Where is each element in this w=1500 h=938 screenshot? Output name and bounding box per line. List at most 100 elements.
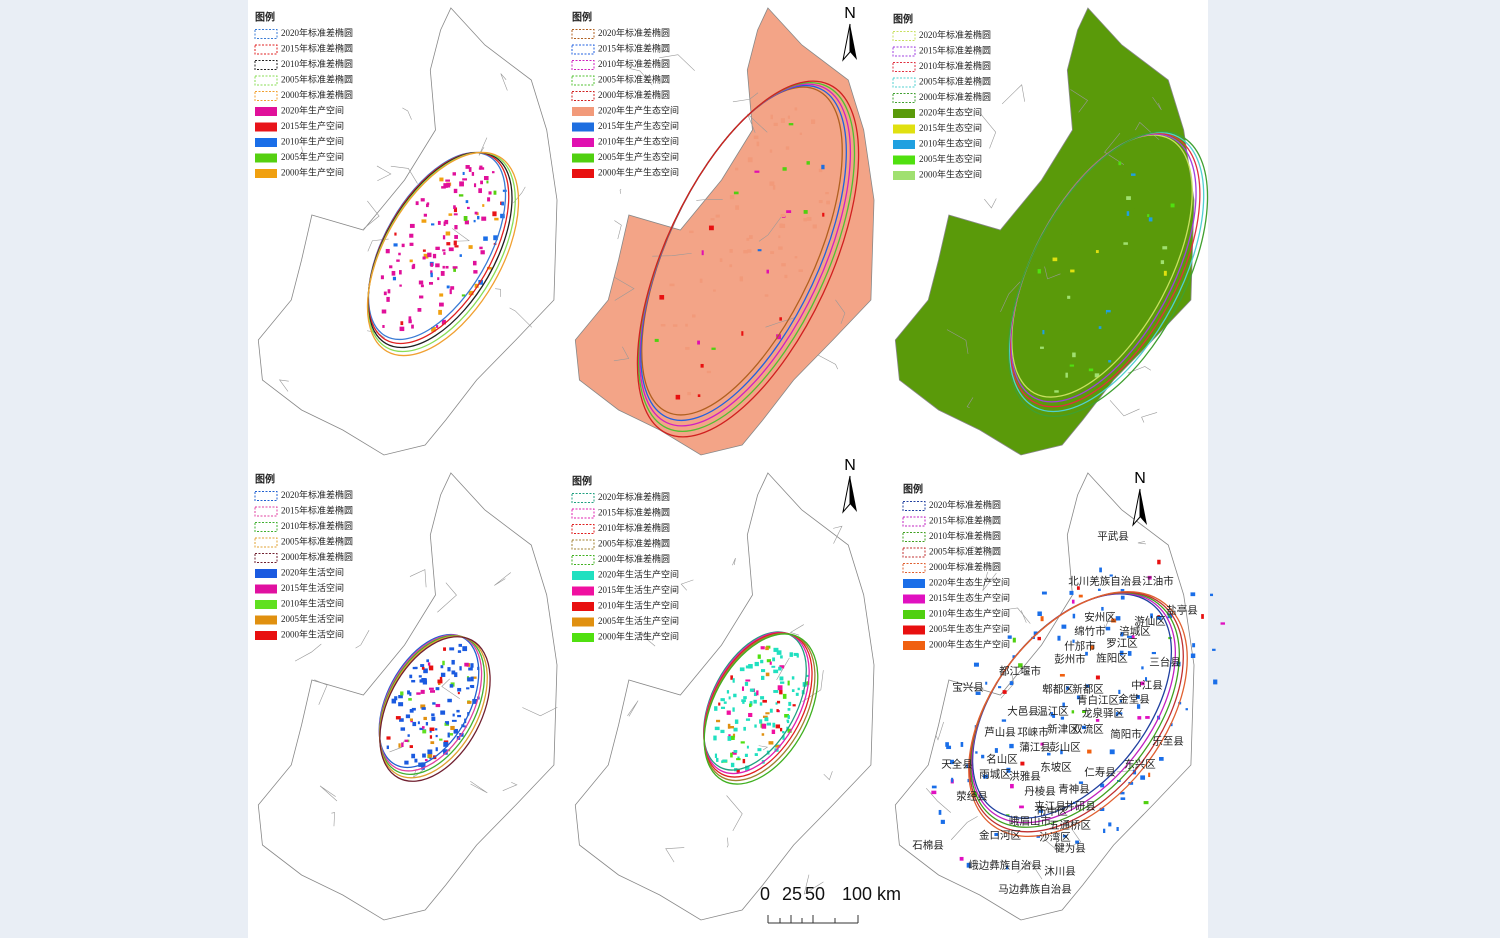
legend-label: 2020年生态空间 <box>919 107 982 118</box>
space-patch <box>1147 214 1150 218</box>
space-patch <box>1094 373 1100 378</box>
space-patch <box>428 281 434 285</box>
space-patch <box>1071 599 1075 604</box>
space-patch <box>386 736 391 740</box>
space-patch <box>1119 650 1124 656</box>
place-label: 青神县 <box>1058 782 1090 795</box>
space-patch <box>951 777 954 783</box>
district-border <box>1067 823 1082 846</box>
space-patch <box>753 699 757 704</box>
legend-swatch <box>255 138 277 147</box>
legend-title: 图例 <box>903 482 923 495</box>
space-patch <box>409 709 414 713</box>
space-patch <box>720 698 725 702</box>
legend-swatch <box>254 553 278 563</box>
space-patch <box>435 734 438 738</box>
space-patch <box>799 132 803 135</box>
space-patch <box>732 733 736 738</box>
space-patch <box>426 659 430 663</box>
space-patch <box>1086 232 1091 237</box>
space-patch <box>745 679 751 682</box>
space-patch <box>393 243 398 247</box>
district-border <box>451 228 470 242</box>
space-patch <box>692 314 696 318</box>
space-patch <box>419 679 424 683</box>
space-patch <box>423 668 428 674</box>
legend-swatch <box>892 77 916 88</box>
space-patch <box>1160 260 1165 265</box>
space-patch <box>464 220 469 225</box>
district-border <box>680 579 694 591</box>
place-label: 简阳市 <box>1110 727 1142 740</box>
scale-label: 50 <box>805 884 825 904</box>
space-patch <box>399 326 405 332</box>
space-patch <box>483 176 489 181</box>
space-patch <box>1049 335 1053 340</box>
district-border <box>613 346 630 362</box>
district-border <box>776 657 790 681</box>
space-patch <box>779 727 783 732</box>
space-patch <box>430 270 433 275</box>
space-patch <box>744 753 748 757</box>
space-patch <box>1213 679 1218 685</box>
district-border <box>966 397 974 408</box>
district-border <box>638 632 656 647</box>
legend-swatch <box>572 107 594 116</box>
space-patch <box>791 676 795 680</box>
std-ellipse <box>1007 131 1209 417</box>
space-patch <box>459 666 462 671</box>
space-patch <box>776 334 781 340</box>
space-patch <box>706 370 712 374</box>
district-border <box>803 874 824 895</box>
legend-swatch <box>255 107 277 116</box>
legend-swatch <box>892 46 916 57</box>
district-border <box>732 92 759 103</box>
legend-swatch <box>572 617 594 627</box>
space-patch <box>1060 716 1065 720</box>
space-patch <box>407 734 410 737</box>
legend-swatch <box>902 547 926 558</box>
space-patch <box>1147 159 1150 164</box>
space-patch <box>478 188 482 194</box>
space-patch <box>395 716 401 720</box>
space-patch <box>672 324 678 327</box>
space-patch <box>771 729 776 735</box>
legend-swatch <box>902 501 926 511</box>
std-ellipse <box>636 80 860 438</box>
space-patch <box>423 716 427 721</box>
legend-label: 2010年标准差椭圆 <box>929 530 1001 541</box>
space-patch <box>400 727 406 731</box>
space-patch <box>420 284 424 288</box>
space-patch <box>1148 772 1151 778</box>
legend-label: 2000年生产空间 <box>281 167 344 178</box>
space-patch <box>387 289 391 294</box>
legend-swatch <box>903 625 925 635</box>
district-border <box>950 816 978 841</box>
space-patch <box>754 724 757 728</box>
space-patch <box>479 246 483 250</box>
space-patch <box>1078 781 1084 784</box>
legend-label: 2000年标准差椭圆 <box>929 561 1001 572</box>
space-patch <box>759 702 763 706</box>
legend-label: 2000年标准差椭圆 <box>919 91 991 102</box>
space-patch <box>1040 616 1044 622</box>
space-patch <box>794 256 798 259</box>
space-patch <box>437 679 443 684</box>
legend-label: 2000年生活生产空间 <box>598 631 679 642</box>
space-patch <box>421 707 426 710</box>
space-patch <box>439 177 444 182</box>
space-patch <box>453 188 458 194</box>
space-patch <box>669 283 675 287</box>
district-border <box>980 113 997 149</box>
space-patch <box>773 122 778 127</box>
legend-label: 2020年生活生产空间 <box>598 569 679 580</box>
space-patch <box>1190 653 1196 659</box>
space-patch <box>429 729 432 733</box>
district-border <box>509 307 533 328</box>
space-patch <box>1111 618 1117 623</box>
space-patch <box>714 753 718 758</box>
legend-label: 2015年标准差椭圆 <box>281 43 353 54</box>
legend-swatch <box>892 62 916 72</box>
space-patch <box>1147 575 1152 580</box>
space-patch <box>687 391 692 396</box>
